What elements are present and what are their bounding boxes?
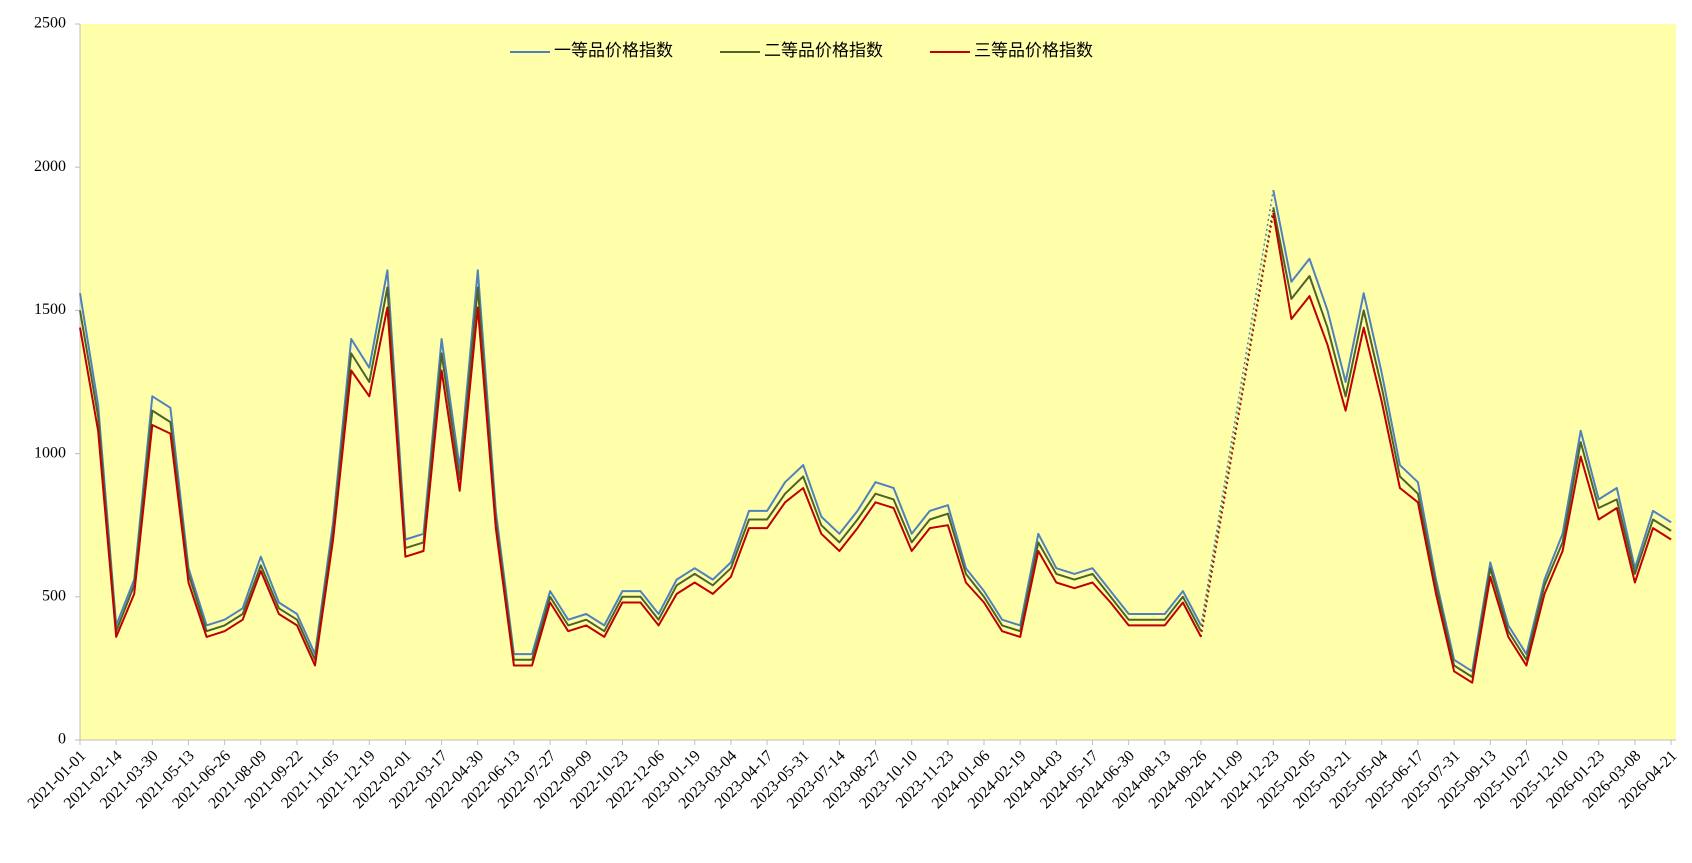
legend-label: 二等品价格指数: [764, 41, 883, 60]
y-tick-label: 1500: [34, 301, 66, 318]
y-tick-label: 500: [42, 587, 66, 604]
y-tick-label: 1000: [34, 444, 66, 461]
legend-label: 一等品价格指数: [554, 41, 673, 60]
series-line: [79, 212, 1672, 684]
gap-connector: [1200, 207, 1275, 632]
gap-connector: [1200, 212, 1275, 638]
y-tick-label: 2000: [34, 158, 66, 175]
gap-connector: [1200, 189, 1275, 626]
y-tick-label: 0: [58, 731, 66, 748]
y-tick-label: 2500: [34, 15, 66, 32]
legend-label: 三等品价格指数: [974, 41, 1093, 60]
